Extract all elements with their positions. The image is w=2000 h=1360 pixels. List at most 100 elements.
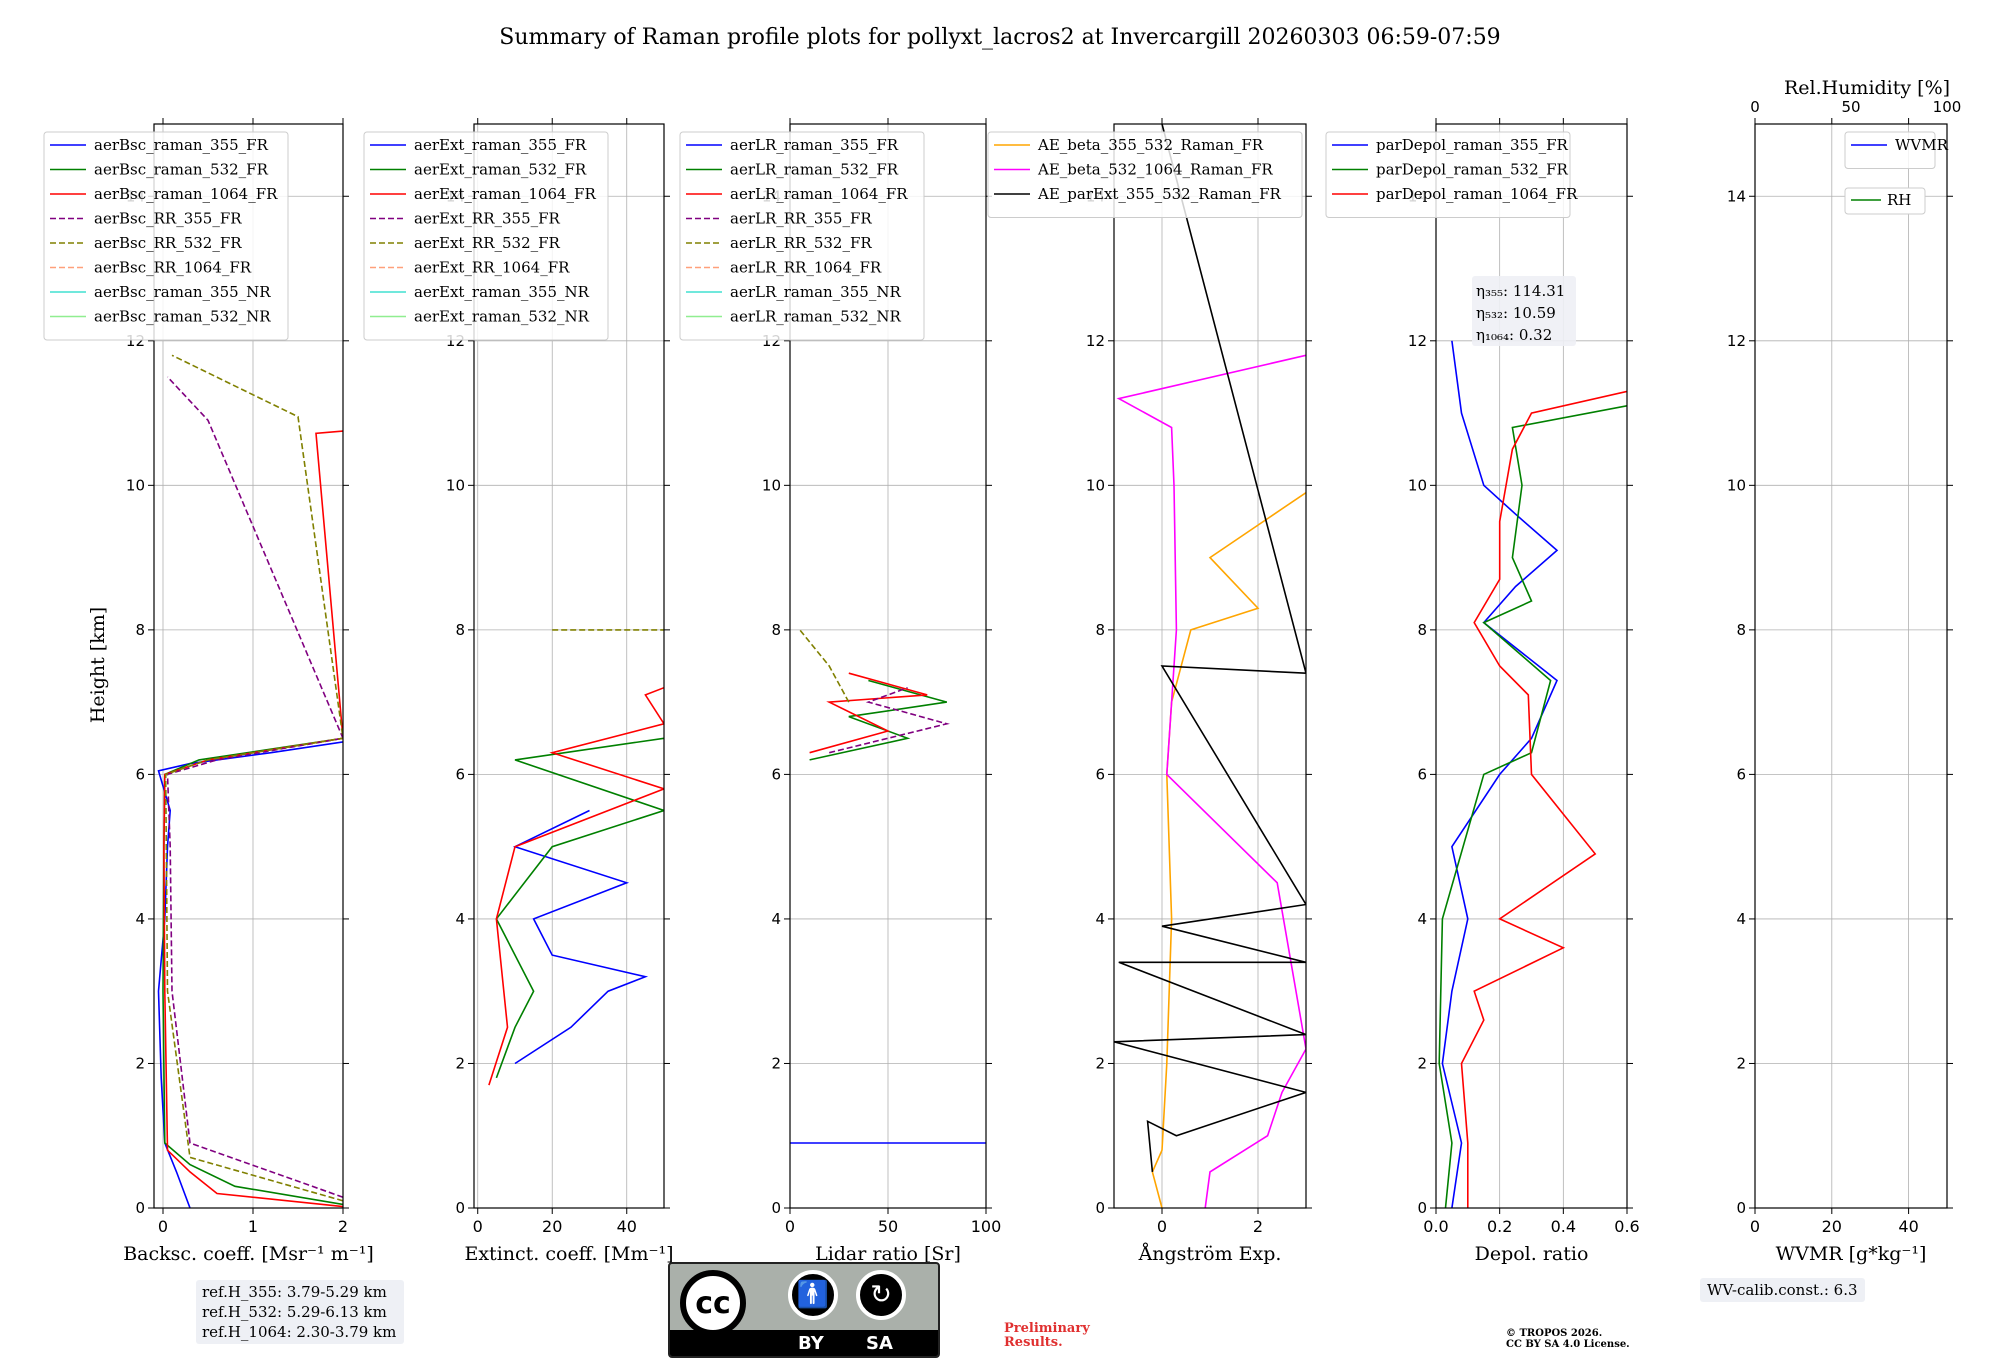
y-tick-label: 0 (135, 1199, 145, 1217)
ref-height-1064: ref.H_1064: 2.30-3.79 km (202, 1323, 397, 1341)
legend2-label: RH (1887, 191, 1911, 209)
figure-title: Summary of Raman profile plots for polly… (499, 25, 1500, 50)
panel-2: 0246810121402040Extinct. coeff. [Mm⁻¹]ae… (363, 118, 674, 1265)
legend: parDepol_raman_355_FR parDepol_raman_532_… (1325, 131, 1578, 218)
series-aerBsc_raman_532_FR (162, 737, 343, 1206)
x-tick-label: 100 (971, 1217, 1002, 1236)
annotation-line: η₃₅₅: 114.31 (1476, 282, 1565, 300)
y-tick-label: 6 (1417, 765, 1427, 783)
legend: aerLR_raman_355_FR aerLR_raman_532_FR aerL… (679, 131, 925, 341)
wv-calibration-box: WV-calib.const.: 6.3 (1700, 1278, 1865, 1302)
series-aerLR_raman_532_FR (809, 679, 948, 761)
series-parDepol_raman_355_FR (1441, 340, 1559, 1208)
legend-label: aerLR_raman_532_NR (730, 308, 901, 326)
series-aerLR_RR_532_FR (799, 629, 850, 703)
y-tick-label: 10 (1727, 476, 1746, 494)
legend-label: parDepol_raman_532_FR (1376, 161, 1569, 179)
top-tick-label: 0 (1750, 98, 1760, 116)
cc-icon: cc (680, 1270, 746, 1336)
y-tick-label: 6 (771, 765, 781, 783)
legend-label: aerExt_RR_1064_FR (414, 259, 570, 277)
legend-label: aerBsc_RR_1064_FR (94, 259, 252, 277)
y-tick-label: 2 (1736, 1054, 1746, 1072)
top-axis-label: Rel.Humidity [%] (1784, 77, 1950, 99)
legend-label: aerLR_RR_355_FR (730, 210, 872, 228)
ref-height-532: ref.H_532: 5.29-6.13 km (202, 1303, 387, 1321)
x-tick-label: 0 (1157, 1217, 1167, 1236)
series-group (488, 629, 664, 1086)
y-tick-label: 8 (455, 621, 465, 639)
y-tick-label: 12 (1408, 332, 1427, 350)
series-group (1438, 340, 1627, 1208)
legend-box (987, 131, 1303, 218)
series-group (1114, 124, 1306, 1208)
legend-label: aerBsc_raman_1064_FR (94, 185, 278, 203)
x-axis-label: Lidar ratio [Sr] (815, 1243, 961, 1265)
annotation-line: η₁₀₆₄: 0.32 (1476, 326, 1552, 344)
x-tick-label: 40 (1898, 1217, 1918, 1236)
y-tick-label: 2 (1417, 1054, 1427, 1072)
legend-label: aerLR_RR_1064_FR (730, 259, 882, 277)
legend-box (1844, 131, 1936, 169)
series-aerExt_raman_355_FR (512, 809, 649, 1065)
panel-3: 02468101214050100Lidar ratio [Sr]aerLR_r… (679, 118, 1002, 1265)
series-aerBsc_raman_1064_FR (163, 430, 343, 1208)
y-tick-label: 6 (1095, 765, 1105, 783)
y-tick-label: 4 (455, 910, 465, 928)
legend-label: AE_beta_355_532_Raman_FR (1037, 136, 1264, 154)
panel-1: 02468101214012Backsc. coeff. [Msr⁻¹ m⁻¹]… (43, 118, 374, 1265)
preliminary-line-2: Results. (1004, 1335, 1063, 1350)
series-aerExt_raman_532_FR (495, 737, 664, 1079)
legend-box (1325, 131, 1571, 218)
x-tick-label: 40 (617, 1217, 637, 1236)
x-tick-label: 20 (1822, 1217, 1842, 1236)
x-tick-label: 2 (338, 1217, 348, 1236)
y-tick-label: 10 (446, 476, 465, 494)
copyright-note: © TROPOS 2026. CC BY SA 4.0 License. (1506, 1328, 1666, 1350)
y-tick-label: 8 (135, 621, 145, 639)
reference-heights-box: ref.H_355: 3.79-5.29 km ref.H_532: 5.29-… (196, 1280, 404, 1344)
y-tick-label: 10 (762, 476, 781, 494)
y-tick-label: 4 (771, 910, 781, 928)
y-tick-label: 10 (1408, 476, 1427, 494)
x-tick-label: 0.6 (1614, 1217, 1639, 1236)
x-tick-label: 0.2 (1487, 1217, 1512, 1236)
x-axis-label: Ångström Exp. (1138, 1243, 1282, 1265)
x-axis-label: Backsc. coeff. [Msr⁻¹ m⁻¹] (123, 1243, 374, 1265)
series-AE_parExt_355_532_Raman_FR (1114, 124, 1306, 1172)
y-tick-label: 2 (771, 1054, 781, 1072)
y-tick-label: 10 (126, 476, 145, 494)
y-tick-label: 6 (135, 765, 145, 783)
series-aerBsc_RR_355_FR (166, 376, 343, 1198)
series-group (157, 354, 343, 1208)
x-tick-label: 0.4 (1551, 1217, 1576, 1236)
legend-label: aerExt_raman_355_NR (414, 283, 590, 301)
annotation-box (1472, 276, 1576, 346)
legend-box (43, 131, 289, 341)
legend-label: aerExt_RR_532_FR (414, 234, 561, 252)
copyright-line-1: © TROPOS 2026. (1506, 1328, 1603, 1339)
series-group (790, 629, 986, 1144)
y-tick-label: 4 (1417, 910, 1427, 928)
y-tick-label: 6 (455, 765, 465, 783)
y-tick-label: 4 (1736, 910, 1746, 928)
x-axis-label: Extinct. coeff. [Mm⁻¹] (464, 1243, 673, 1265)
cc-license-badge[interactable]: cc 🚹 ↻ BY SA (668, 1262, 940, 1358)
panel-frame (153, 123, 344, 1209)
legend-label: aerBsc_RR_355_FR (94, 210, 242, 228)
legend-label: parDepol_raman_1064_FR (1376, 185, 1578, 203)
panel-frame (473, 123, 665, 1209)
series-AE_beta_532_1064_Raman_FR (1116, 354, 1306, 1208)
x-tick-label: 0 (1750, 1217, 1760, 1236)
legend: aerBsc_raman_355_FR aerBsc_raman_532_FRae… (43, 131, 289, 341)
legend-label: aerBsc_raman_532_FR (94, 161, 269, 179)
y-axis-label: Height [km] (87, 607, 109, 723)
x-tick-label: 20 (542, 1217, 562, 1236)
x-tick-label: 2 (1253, 1217, 1263, 1236)
series-aerLR_raman_1064_FR (809, 672, 928, 754)
y-tick-label: 0 (1417, 1199, 1427, 1217)
y-tick-label: 0 (1736, 1199, 1746, 1217)
top-tick-label: 50 (1841, 98, 1860, 116)
